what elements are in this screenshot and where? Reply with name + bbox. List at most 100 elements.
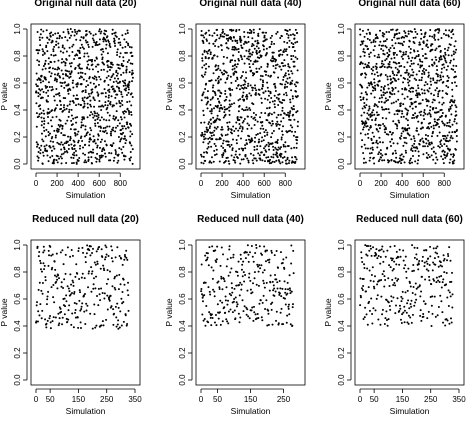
data-point <box>59 119 62 122</box>
data-point <box>238 283 241 286</box>
data-point <box>390 158 393 161</box>
data-point <box>275 249 278 252</box>
data-point <box>420 319 423 322</box>
data-point <box>256 120 259 123</box>
data-point <box>379 262 382 265</box>
data-point <box>259 116 262 119</box>
data-point <box>249 59 252 62</box>
data-point <box>125 65 128 68</box>
data-point <box>224 134 227 137</box>
data-point <box>93 77 96 80</box>
data-point <box>230 128 233 131</box>
data-point <box>435 156 438 159</box>
data-point <box>434 152 437 155</box>
data-point <box>402 259 405 262</box>
data-point <box>398 248 401 251</box>
data-point <box>40 144 43 147</box>
data-point <box>409 316 412 319</box>
data-point <box>382 49 385 52</box>
data-point <box>96 146 99 149</box>
data-point <box>451 293 454 296</box>
data-point <box>75 162 78 165</box>
y-axis-label: P value <box>0 82 9 110</box>
data-point <box>272 153 275 156</box>
data-point <box>66 104 69 107</box>
data-point <box>412 87 415 90</box>
data-point <box>129 123 132 126</box>
data-point <box>238 88 241 91</box>
data-point <box>78 63 81 66</box>
data-point <box>449 259 452 262</box>
data-point <box>392 283 395 286</box>
data-point <box>256 148 259 151</box>
data-point <box>226 303 229 306</box>
data-point <box>379 29 382 32</box>
data-point <box>211 96 214 99</box>
data-point <box>372 66 375 69</box>
data-point <box>383 275 386 278</box>
data-point <box>383 85 386 88</box>
data-point <box>77 72 80 75</box>
data-point <box>99 105 102 108</box>
data-point <box>294 130 297 133</box>
data-point <box>100 138 103 141</box>
data-point <box>437 110 440 113</box>
data-point <box>269 158 272 161</box>
data-point <box>272 130 275 133</box>
data-point <box>69 293 72 296</box>
data-point <box>76 30 79 33</box>
data-point <box>273 71 276 74</box>
data-point <box>82 36 85 39</box>
data-point <box>285 48 288 51</box>
data-point <box>98 105 101 108</box>
data-point <box>271 301 274 304</box>
data-point <box>238 122 241 125</box>
data-point <box>252 28 255 31</box>
data-point <box>43 145 46 148</box>
data-point <box>123 116 126 119</box>
data-point <box>407 57 410 60</box>
data-point <box>42 251 45 254</box>
data-point <box>442 149 445 152</box>
data-point <box>369 156 372 159</box>
data-point <box>289 110 292 113</box>
data-point <box>253 157 256 160</box>
data-point <box>62 152 65 155</box>
data-point <box>40 317 43 320</box>
data-point <box>44 149 47 152</box>
data-point <box>415 258 418 261</box>
data-point <box>384 45 387 48</box>
data-point <box>112 129 115 132</box>
data-point <box>224 113 227 116</box>
data-point <box>409 47 412 50</box>
data-point <box>258 93 261 96</box>
data-point <box>435 58 438 61</box>
data-point <box>70 292 73 295</box>
data-point <box>121 127 124 130</box>
data-point <box>247 253 250 256</box>
data-point <box>125 41 128 44</box>
data-point <box>122 56 125 59</box>
data-point <box>265 31 268 34</box>
data-point <box>214 44 217 47</box>
data-point <box>417 150 420 153</box>
data-point <box>56 68 59 71</box>
data-point <box>226 133 229 136</box>
data-point <box>419 60 422 63</box>
data-point <box>125 256 128 259</box>
data-point <box>396 124 399 127</box>
data-point <box>444 156 447 159</box>
data-point <box>207 137 210 140</box>
data-point <box>38 38 41 41</box>
data-point <box>272 59 275 62</box>
data-point <box>111 28 114 31</box>
data-point <box>422 312 425 315</box>
data-point <box>231 65 234 68</box>
data-point <box>405 88 408 91</box>
data-point <box>442 162 445 165</box>
data-point <box>256 60 259 63</box>
data-point <box>59 104 62 107</box>
panel-2: Original null data (40)0 200 400 600 800Simu… <box>164 0 306 200</box>
data-point <box>94 119 97 122</box>
data-point <box>58 317 61 320</box>
